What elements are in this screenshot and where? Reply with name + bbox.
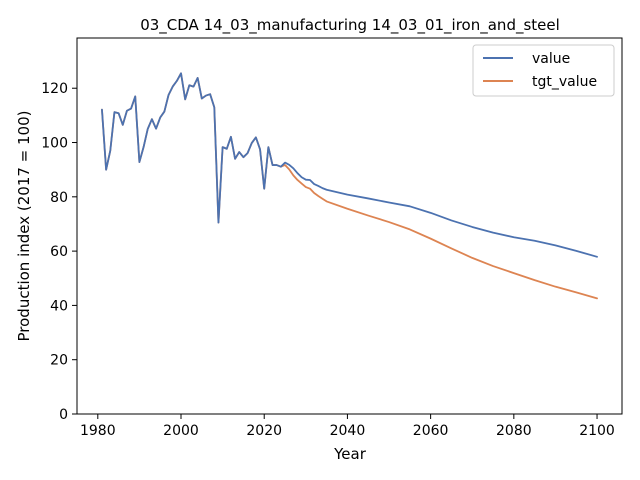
legend: value tgt_value xyxy=(472,44,615,97)
y-tick-label-100: 100 xyxy=(41,136,68,152)
y-tick-label-120: 120 xyxy=(41,81,68,97)
legend-label-value: value xyxy=(532,51,570,67)
y-tick-label-40: 40 xyxy=(50,298,68,314)
chart-title: 03_CDA 14_03_manufacturing 14_03_01_iron… xyxy=(140,16,560,35)
legend-label-tgt_value: tgt_value xyxy=(532,74,597,90)
x-tick-label-2060: 2060 xyxy=(413,423,449,439)
y-tick-label-20: 20 xyxy=(50,353,68,369)
x-tick-label-2020: 2020 xyxy=(246,423,282,439)
plot-area xyxy=(101,72,598,300)
y-axis-ticks: 0 20 40 60 80 100 120 xyxy=(41,81,77,423)
x-axis-label: Year xyxy=(333,445,367,463)
x-tick-label-2100: 2100 xyxy=(579,423,615,439)
x-axis-ticks: 1980 2000 2020 2040 2060 2080 2100 xyxy=(80,414,615,439)
axes-frame xyxy=(76,37,623,415)
x-tick-label-2080: 2080 xyxy=(496,423,532,439)
y-tick-label-80: 80 xyxy=(50,190,68,206)
y-axis-label: Production index (2017 = 100) xyxy=(15,111,33,342)
x-tick-label-1980: 1980 xyxy=(80,423,116,439)
y-tick-label-60: 60 xyxy=(50,244,68,260)
x-tick-label-2000: 2000 xyxy=(163,423,199,439)
series-line-tgt_value xyxy=(101,72,598,300)
y-tick-label-0: 0 xyxy=(59,407,68,423)
series-line-value xyxy=(101,72,598,258)
x-tick-label-2040: 2040 xyxy=(330,423,366,439)
